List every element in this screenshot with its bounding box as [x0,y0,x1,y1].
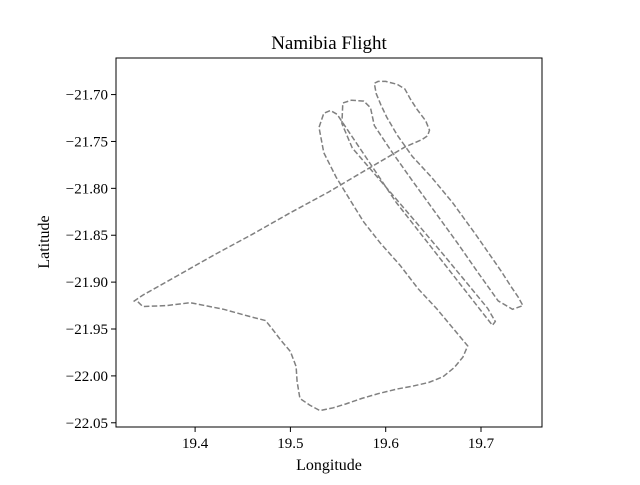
x-axis-label: Longitude [296,457,362,474]
y-tick-label: −21.70 [66,88,108,104]
y-axis-ticks: −21.70 −21.75 −21.80 −21.85 −21.90 −21.95 −22.… [66,88,116,432]
y-tick-label: −21.75 [66,134,108,150]
y-tick-label: −21.85 [66,228,108,244]
x-tick-label: 19.5 [277,436,303,452]
plot-frame [115,57,543,428]
y-tick-label: −21.80 [66,181,108,197]
chart-title: Namibia Flight [271,33,387,54]
y-axis-label: Latitude [36,215,53,268]
flight-path-line [132,80,524,412]
y-tick-label: −21.95 [66,322,108,338]
y-tick-label: −22.00 [66,369,108,385]
plot-area [116,58,542,427]
y-tick-label: −21.90 [66,275,108,291]
y-tick-label: −22.05 [66,416,108,432]
x-tick-label: 19.7 [468,436,495,452]
x-axis-ticks: 19.4 19.5 19.6 19.7 [182,427,495,452]
x-tick-label: 19.4 [182,436,209,452]
x-tick-label: 19.6 [373,436,400,452]
